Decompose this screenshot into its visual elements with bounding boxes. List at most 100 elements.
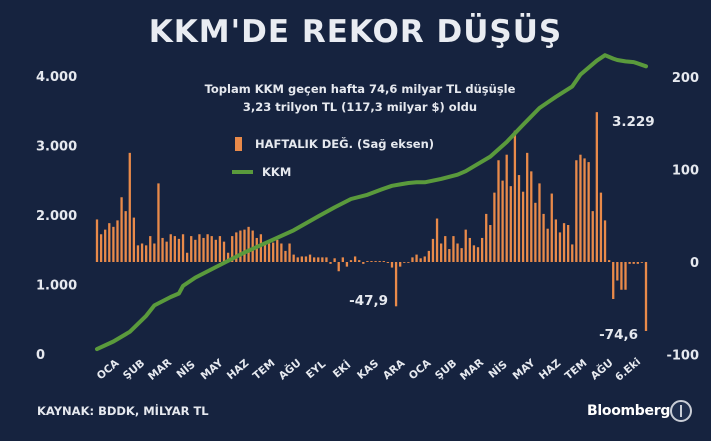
x-axis-tick-label: MAR (146, 357, 174, 383)
bar-weekly-change (157, 183, 160, 263)
bar-weekly-change (353, 256, 357, 262)
x-axis-tick-label: TEM (563, 357, 590, 382)
bar-weekly-change (267, 243, 271, 262)
bar-weekly-change (513, 130, 517, 262)
bar-weekly-change (485, 213, 488, 262)
bar-weekly-change (452, 236, 455, 262)
bar-weekly-change (394, 262, 398, 307)
bar-weekly-change (411, 257, 414, 263)
bar-weekly-change (341, 257, 344, 263)
x-axis-tick-label: HAZ (225, 357, 252, 382)
bar-weekly-change (374, 261, 377, 262)
bar-weekly-change (460, 248, 463, 263)
bar-weekly-change (636, 262, 639, 264)
legend-line-label: KKM (262, 165, 291, 179)
subtitle-line-2: 3,23 trilyon TL (117,3 milyar $) oldu (242, 100, 478, 114)
bar-weekly-change (349, 260, 353, 262)
bar-weekly-change (202, 237, 205, 262)
bar-weekly-change (558, 232, 562, 262)
bar-weekly-change (120, 197, 123, 262)
bar-weekly-change (607, 260, 611, 262)
bar-weekly-change (476, 247, 480, 262)
bar-weekly-change (161, 237, 164, 262)
bar-weekly-change (263, 243, 267, 262)
bar-weekly-change (489, 225, 492, 262)
bar-weekly-change (538, 183, 541, 263)
bar-weekly-change (571, 244, 574, 262)
bar-weekly-change (206, 234, 209, 262)
bar-weekly-change (276, 239, 279, 262)
legend-bar-label: HAFTALIK DEĞ. (Sağ eksen) (255, 136, 434, 151)
bar-weekly-change (239, 230, 242, 262)
bar-weekly-change (210, 236, 213, 262)
bar-weekly-change (317, 257, 320, 263)
bar-weekly-change (112, 226, 115, 262)
bar-weekly-change (108, 223, 111, 262)
left-axis-tick-label: 1.000 (36, 279, 77, 294)
bar-weekly-change (603, 220, 607, 263)
bar-weekly-change (624, 262, 627, 290)
bar-weekly-change (435, 218, 439, 262)
bar-weekly-change (595, 112, 598, 263)
bar-weekly-change (288, 243, 291, 262)
bar-weekly-change (517, 175, 521, 262)
bar-weekly-change (407, 262, 410, 263)
bar-weekly-change (472, 245, 476, 262)
bar-weekly-change (620, 262, 623, 290)
bar-weekly-change (542, 213, 545, 262)
bar-weekly-change (480, 237, 484, 262)
left-axis-tick-label: 0 (36, 348, 45, 363)
bar-weekly-change (431, 238, 435, 263)
bar-weekly-change (272, 242, 275, 262)
x-axis-tick-label: MAR (458, 357, 486, 383)
bar-weekly-change (386, 262, 390, 263)
bar-weekly-change (169, 234, 172, 262)
x-axis-tick-label: NİS (485, 357, 510, 381)
bar-weekly-change (345, 262, 349, 267)
bar-weekly-change (464, 229, 467, 263)
bar-weekly-change (132, 217, 136, 262)
x-axis-tick-label: EYL (304, 358, 328, 381)
bar-weekly-change (378, 261, 381, 262)
bar-weekly-change (198, 234, 201, 262)
bar-weekly-change (505, 154, 508, 262)
bar-weekly-change (124, 211, 127, 263)
bar-weekly-change (616, 262, 619, 281)
bar-weekly-change (501, 180, 504, 262)
bar-weekly-change (304, 256, 308, 262)
bar-weekly-change (399, 262, 402, 267)
bar-weekly-change (419, 258, 422, 262)
bar-weekly-change (226, 252, 230, 262)
bar-weekly-change (165, 241, 168, 262)
bar-weekly-change (521, 191, 525, 262)
x-axis-tick-label: AĞU (588, 356, 616, 382)
bar-weekly-change (214, 239, 217, 262)
bar-weekly-change (403, 262, 406, 263)
x-axis-tick-label: ŞUB (121, 357, 147, 382)
bar-weekly-change (427, 250, 431, 262)
bloomberg-logo-text: Bloomberg (587, 403, 671, 419)
bar-weekly-change (181, 234, 185, 262)
chart-subtitle: Toplam KKM geçen hafta 74,6 milyar TL dü… (150, 80, 570, 116)
bar-weekly-change (325, 257, 328, 263)
bar-weekly-change (231, 236, 234, 262)
bar-weekly-change (575, 160, 578, 262)
bar-weekly-change (370, 261, 373, 262)
x-axis-tick-label: OCA (95, 357, 122, 383)
bar-weekly-change (333, 258, 336, 262)
legend-bar-swatch (235, 137, 242, 151)
bar-weekly-change (194, 239, 197, 262)
bar-weekly-change (321, 257, 324, 263)
left-axis-tick-label: 3.000 (36, 140, 77, 155)
right-axis-tick-label: 0 (690, 256, 699, 271)
bar-weekly-change (292, 254, 295, 262)
x-axis-tick-label: MAY (199, 357, 226, 383)
bar-weekly-change (149, 236, 152, 262)
bar-weekly-change (554, 219, 558, 262)
bar-weekly-change (104, 229, 107, 263)
bar-weekly-change (153, 243, 156, 262)
bar-weekly-change (562, 223, 566, 262)
bloomberg-emblem-icon (670, 400, 692, 422)
bar-weekly-change (284, 250, 287, 262)
